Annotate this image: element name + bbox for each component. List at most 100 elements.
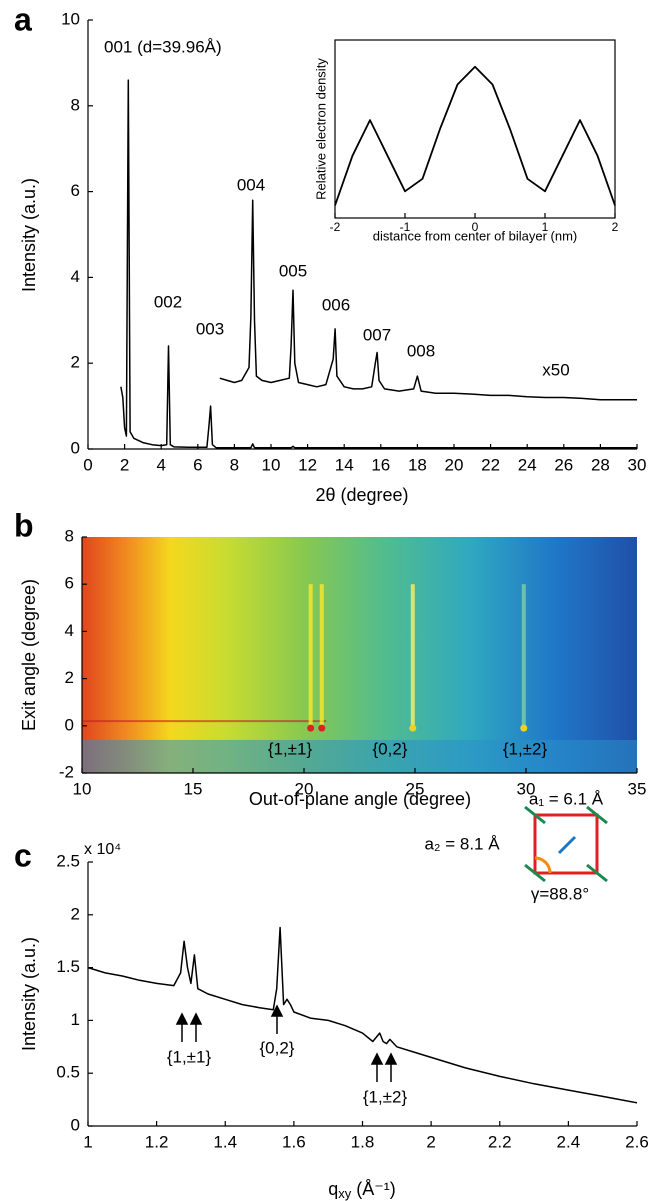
x-tick-label: 20	[295, 779, 314, 798]
x-tick-label: 22	[481, 455, 500, 474]
x-tick-label: 35	[628, 779, 647, 798]
rod-spot	[318, 724, 326, 732]
x-tick-label: 20	[445, 455, 464, 474]
x-tick-label: -1	[400, 220, 411, 234]
annotation: 008	[407, 341, 435, 360]
x-tick-label: 10	[262, 455, 281, 474]
annotation: 004	[237, 175, 265, 194]
panel-label: a	[14, 1, 32, 37]
x-tick-label: 30	[628, 455, 647, 474]
x-tick-label: 1.6	[282, 1132, 306, 1151]
y-tick-label: 8	[71, 95, 80, 114]
annotation: a₁ = 6.1 Å	[529, 789, 604, 808]
bragg-rod	[521, 584, 526, 726]
rod-spot	[520, 724, 528, 732]
annotation: {0,2}	[373, 739, 408, 758]
panel-label: b	[14, 507, 34, 543]
x-tick-label: 10	[73, 779, 92, 798]
x-axis-label: qxy (Å⁻¹)	[328, 1179, 396, 1201]
x-axis-label: Out-of-plane angle (degree)	[249, 789, 471, 809]
x-tick-label: 4	[156, 455, 165, 474]
y-tick-label: 4	[65, 621, 74, 640]
y-tick-label: 0	[65, 715, 74, 734]
y-tick-label: 6	[65, 574, 74, 593]
bragg-rod	[308, 584, 313, 726]
y-axis-label: Intensity (a.u.)	[19, 178, 39, 292]
data-line	[334, 65, 616, 206]
annotation: {1,±2}	[363, 1087, 408, 1106]
x-tick-label: 2.4	[557, 1132, 581, 1151]
x-tick-label: 1.8	[351, 1132, 375, 1151]
y-tick-label: 1	[71, 1010, 80, 1029]
y-tick-label: 0.5	[56, 1063, 80, 1082]
unit-cell	[524, 805, 608, 883]
y-axis-label: Intensity (a.u.)	[19, 937, 39, 1051]
y-tick-label: -2	[59, 762, 74, 781]
annotation: {1,±1}	[268, 739, 313, 758]
annotation: x50	[542, 360, 569, 379]
annotation: 006	[322, 295, 350, 314]
x-tick-label: 6	[193, 455, 202, 474]
annotation: 001 (d=39.96Å)	[104, 37, 222, 56]
y-tick-label: 0	[71, 438, 80, 457]
x-label-unit: (Å⁻¹)	[351, 1179, 396, 1199]
bragg-rod	[319, 584, 324, 726]
y-tick-label: 2.5	[56, 851, 80, 870]
x-tick-label: 15	[184, 779, 203, 798]
x-tick-label: 0	[472, 220, 479, 234]
rod-spot	[409, 724, 417, 732]
y-axis-label: Exit angle (degree)	[19, 579, 39, 731]
x-tick-label: 14	[335, 455, 354, 474]
x-tick-label: 18	[408, 455, 427, 474]
x-tick-label: 24	[518, 455, 537, 474]
x-tick-label: 1	[83, 1132, 92, 1151]
y-axis-label: Relative electron density	[313, 58, 328, 200]
x-tick-label: 1.4	[213, 1132, 237, 1151]
annotation: 007	[363, 325, 391, 344]
annotation: 003	[196, 319, 224, 338]
x-tick-label: 2.2	[488, 1132, 512, 1151]
x-tick-label: 2	[612, 220, 619, 234]
annotation: {1,±2}	[503, 739, 548, 758]
x-tick-label: 16	[371, 455, 390, 474]
y-tick-label: 2	[71, 353, 80, 372]
x-tick-label: 12	[298, 455, 317, 474]
annotation: {0,2}	[260, 1038, 295, 1057]
annotation: a₂ = 8.1 Å	[424, 834, 500, 853]
bragg-rod	[410, 584, 415, 726]
x-axis-label: 2θ (degree)	[315, 485, 408, 505]
y-tick-label: 2	[65, 668, 74, 687]
y-tick-label: 2	[71, 904, 80, 923]
annotation: 002	[154, 292, 182, 311]
x-tick-label: 1	[542, 220, 549, 234]
intensity-map	[82, 537, 637, 773]
data-line	[87, 926, 638, 1104]
y-tick-label: 0	[71, 1115, 80, 1134]
horizon-band	[82, 739, 637, 773]
x-tick-label: 0	[83, 455, 92, 474]
y-tick-label: 1.5	[56, 957, 80, 976]
arrows	[175, 1004, 398, 1082]
x-tick-label: 2	[120, 455, 129, 474]
rod-spot	[307, 724, 315, 732]
x-tick-label: 28	[591, 455, 610, 474]
x-tick-label: 8	[230, 455, 239, 474]
x-tick-label: 1.2	[145, 1132, 169, 1151]
x-tick-label: 26	[554, 455, 573, 474]
x-label-sub: xy	[338, 1186, 352, 1201]
x-tick-label: -2	[330, 220, 341, 234]
x-label-main: q	[328, 1179, 338, 1199]
y-tick-label: 10	[61, 9, 80, 28]
x-axis-label: distance from center of bilayer (nm)	[373, 228, 577, 243]
y-tick-label: 8	[65, 526, 74, 545]
y-tick-label: 4	[71, 267, 80, 286]
x-tick-label: 2	[426, 1132, 435, 1151]
y-multiplier: x 10⁴	[84, 841, 121, 858]
y-tick-label: 6	[71, 181, 80, 200]
x-tick-label: 30	[517, 779, 536, 798]
data-line	[219, 199, 637, 401]
x-tick-label: 25	[406, 779, 425, 798]
panel-label: c	[14, 837, 32, 873]
annotation: 005	[279, 261, 307, 280]
